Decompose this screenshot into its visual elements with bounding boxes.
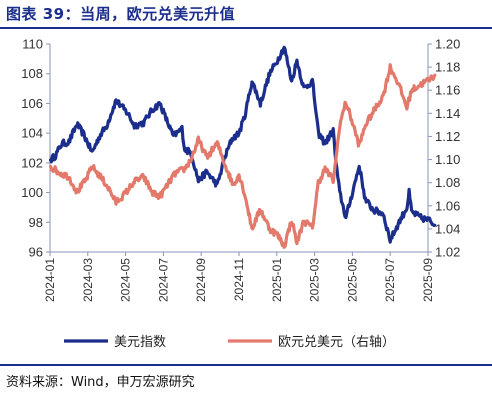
x-tick-label: 2024-07 xyxy=(156,258,170,302)
source-note: 资料来源：Wind，申万宏源研究 xyxy=(6,375,195,390)
right-tick-label: 1.08 xyxy=(435,175,460,190)
dual-axis-line-chart: 96 98 100 102 104 106 108 110 1.02 1.04 1.06 1.08 1.… xyxy=(21,37,460,351)
left-tick-label: 108 xyxy=(21,66,43,81)
left-tick-label: 98 xyxy=(29,215,43,230)
x-tick-label: 2024-05 xyxy=(119,258,133,302)
chart-title: 图表 39：当周，欧元兑美元升值 xyxy=(6,5,236,23)
x-tick-label: 2025-05 xyxy=(345,258,359,302)
right-tick-label: 1.14 xyxy=(435,106,460,121)
right-tick-label: 1.04 xyxy=(435,221,460,236)
left-tick-label: 96 xyxy=(29,245,43,260)
legend-label: 美元指数 xyxy=(114,335,166,350)
right-tick-label: 1.12 xyxy=(435,129,460,144)
right-tick-label: 1.18 xyxy=(435,60,460,75)
left-tick-label: 100 xyxy=(21,185,43,200)
usd-index-line xyxy=(49,45,437,244)
chart-legend: 美元指数 欧元兑美元（右轴） xyxy=(64,335,395,350)
x-tick-label: 2025-07 xyxy=(383,258,397,302)
right-tick-label: 1.02 xyxy=(435,245,460,260)
x-tick-label: 2024-11 xyxy=(232,258,246,301)
x-tick-label: 2025-01 xyxy=(270,258,284,302)
right-tick-label: 1.16 xyxy=(435,83,460,98)
left-tick-label: 106 xyxy=(21,96,43,111)
left-tick-label: 102 xyxy=(21,155,43,170)
x-tick-label: 2024-01 xyxy=(43,258,57,302)
x-tick-label: 2024-03 xyxy=(81,258,95,302)
legend-label: 欧元兑美元（右轴） xyxy=(278,335,395,350)
right-tick-label: 1.20 xyxy=(435,37,460,52)
right-tick-label: 1.06 xyxy=(435,198,460,213)
chart-axes: 96 98 100 102 104 106 108 110 1.02 1.04 1.06 1.08 1.… xyxy=(21,37,460,303)
right-tick-label: 1.10 xyxy=(435,152,460,167)
source-divider xyxy=(0,364,492,366)
eurusd-line xyxy=(49,63,437,249)
left-tick-label: 110 xyxy=(22,37,43,52)
x-tick-label: 2025-03 xyxy=(308,258,322,302)
left-tick-label: 104 xyxy=(21,126,43,141)
title-divider xyxy=(0,27,492,29)
x-tick-label: 2024-09 xyxy=(194,258,208,302)
x-tick-label: 2025-09 xyxy=(421,258,435,302)
chart-series xyxy=(49,45,437,249)
